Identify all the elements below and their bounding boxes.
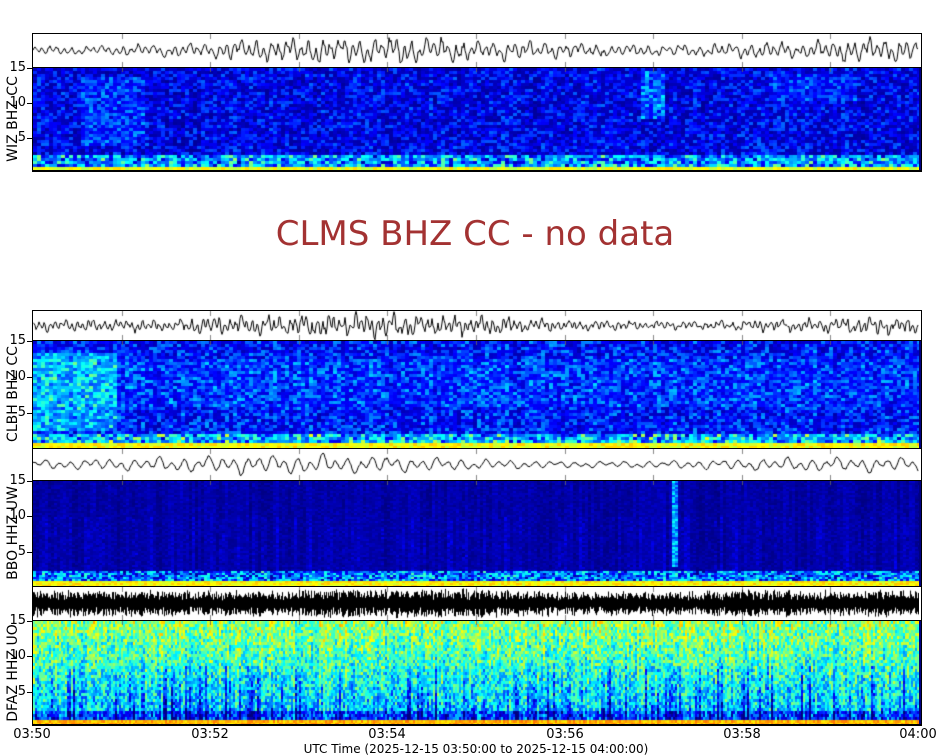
panel-0-waveform-canvas: [33, 34, 919, 67]
y-axis-tick: [27, 621, 32, 622]
x-tick-label: 03:52: [191, 727, 229, 742]
y-tick-label: 15: [9, 333, 26, 348]
x-tick-label: 03:54: [368, 727, 406, 742]
station-label-wiz: WIZ BHZ CC: [5, 76, 21, 162]
panel-0-spectrogram-canvas: [33, 68, 919, 170]
y-axis-tick: [27, 68, 32, 69]
x-tick-label: 04:00: [899, 727, 937, 742]
bbo-spectrogram-panel: [32, 481, 922, 586]
y-axis-tick: [27, 656, 32, 657]
x-axis-caption: UTC Time (2025-12-15 03:50:00 to 2025-12…: [303, 742, 649, 756]
panel-2-spectrogram-canvas: [33, 481, 919, 586]
y-axis-tick: [27, 138, 32, 139]
y-axis-tick: [27, 341, 32, 342]
y-tick-label: 15: [9, 613, 26, 628]
y-tick-label: 15: [9, 60, 26, 75]
y-tick-label: 10: [9, 508, 26, 523]
y-tick-label: 10: [9, 648, 26, 663]
clbh-waveform-panel: [32, 310, 922, 341]
y-axis-tick: [27, 103, 32, 104]
y-axis-tick: [27, 692, 32, 693]
x-tick-label: 03:56: [546, 727, 584, 742]
panel-2-waveform-canvas: [33, 449, 919, 480]
dfaz-spectrogram-panel: [32, 621, 922, 726]
y-tick-label: 10: [9, 95, 26, 110]
wiz-waveform-panel: [32, 33, 922, 68]
y-tick-label: 15: [9, 473, 26, 488]
station-label-dfaz: DFAZ HHZ UO: [5, 624, 21, 722]
panel-1-spectrogram-canvas: [33, 341, 919, 448]
y-axis-tick: [27, 413, 32, 414]
dfaz-waveform-panel: [32, 586, 922, 621]
station-label-clbh: CLBH BHZ CC: [5, 346, 21, 442]
panel-3-spectrogram-canvas: [33, 621, 919, 724]
panel-3-waveform-canvas: [33, 587, 919, 620]
y-tick-label: 5: [17, 130, 26, 145]
y-axis-tick: [27, 552, 32, 553]
y-axis-tick: [27, 377, 32, 378]
y-tick-label: 10: [9, 369, 26, 384]
y-axis-tick: [27, 481, 32, 482]
wiz-spectrogram-panel: [32, 68, 922, 172]
bbo-waveform-panel: [32, 448, 922, 481]
no-data-title: CLMS BHZ CC - no data: [275, 214, 675, 254]
station-label-bbo: BBO HHZ UW: [5, 486, 21, 580]
y-axis-tick: [27, 516, 32, 517]
panel-1-waveform-canvas: [33, 311, 919, 340]
y-tick-label: 5: [17, 405, 26, 420]
y-tick-label: 5: [17, 684, 26, 699]
y-tick-label: 5: [17, 544, 26, 559]
x-tick-label: 03:50: [13, 727, 51, 742]
clbh-spectrogram-panel: [32, 341, 922, 448]
x-tick-label: 03:58: [723, 727, 761, 742]
